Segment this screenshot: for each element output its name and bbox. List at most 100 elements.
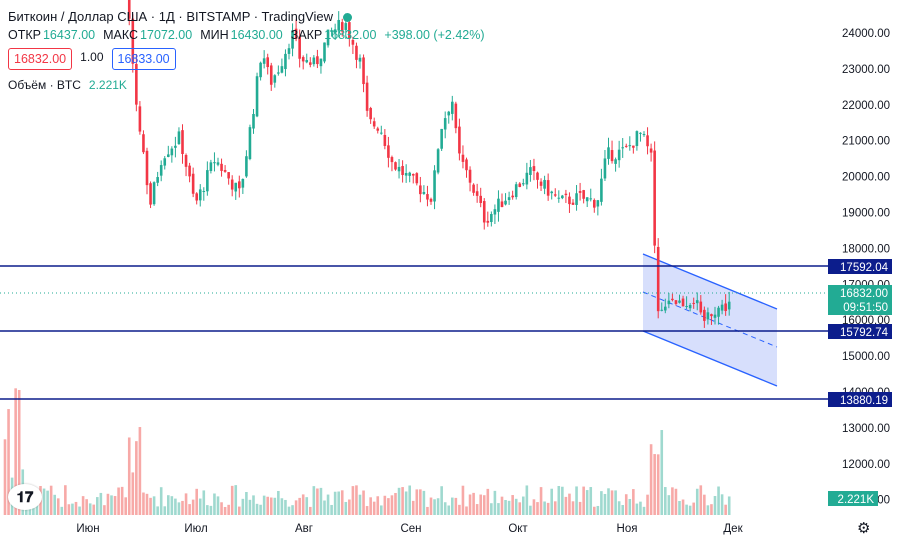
open-label: ОТКР (8, 28, 41, 42)
candle-body (667, 300, 671, 305)
volume-bar (209, 505, 213, 515)
volume-bar (191, 499, 195, 515)
candle-body (174, 145, 177, 148)
candle-body (546, 180, 550, 196)
volume-bar (422, 490, 426, 515)
countdown-label: 09:51:50 (843, 302, 888, 314)
candle-body (390, 157, 394, 163)
candle-body (717, 307, 720, 317)
volume-bar (74, 501, 78, 515)
candle-body (624, 145, 628, 147)
volume-bar (344, 501, 348, 515)
volume-bar (436, 498, 440, 515)
volume-bar (561, 486, 564, 515)
volume-bar (167, 495, 170, 515)
candle-body (692, 302, 695, 304)
candle-body (138, 106, 142, 132)
volume-bar (532, 499, 536, 515)
candle-body (596, 200, 600, 207)
volume-label[interactable]: Объём · BTC (8, 78, 81, 92)
volume-bar (273, 497, 277, 515)
sell-price-button[interactable]: 16832.00 (8, 48, 73, 70)
tradingview-logo-icon[interactable]: 𝟏𝟕 (8, 484, 42, 510)
volume-bar (337, 491, 340, 515)
candle-body (223, 170, 227, 172)
candle-body (206, 170, 209, 192)
volume-bar (216, 496, 220, 515)
candle-body (511, 195, 514, 198)
volume-bar (504, 500, 507, 515)
ohlc-row: ОТКР 16437.00 МАКС 17072.00 МИН 16430.00 ЗА… (8, 26, 485, 44)
candle-body (518, 183, 522, 187)
volume-bar (71, 503, 74, 515)
volume-bar (703, 494, 706, 515)
spread-quantity: 1.00 (80, 50, 104, 64)
candle-body (227, 172, 230, 179)
volume-bar (596, 505, 600, 515)
candle-body (685, 306, 688, 308)
candle-body (443, 118, 447, 130)
candle-body (220, 163, 223, 171)
volume-bar (230, 485, 234, 515)
candle-body (305, 59, 309, 63)
candle-body (142, 134, 145, 153)
volume-bar (312, 486, 316, 515)
volume-bar (99, 492, 103, 515)
candle-body (582, 190, 585, 199)
volume-bar (394, 492, 397, 515)
candle-body (525, 172, 529, 185)
volume-bar (227, 504, 230, 515)
volume-bar (419, 489, 422, 515)
candle-body (415, 173, 419, 184)
volume-bar (408, 485, 411, 515)
candle-body (238, 181, 241, 189)
symbol-title[interactable]: Биткоин / Доллар США · 1Д · BITSTAMP · T… (8, 9, 333, 24)
candle-body (593, 199, 596, 208)
candle-body (273, 75, 277, 83)
volume-bar (234, 485, 238, 515)
volume-price-box (828, 491, 878, 506)
volume-bar (447, 505, 451, 515)
candle-body (348, 22, 351, 39)
candle-body (664, 306, 667, 311)
volume-bar (479, 494, 482, 515)
volume-bar (529, 505, 532, 515)
candle-body (447, 111, 451, 116)
candle-body (159, 165, 163, 176)
candle-body (727, 301, 731, 310)
volume-bar (582, 486, 585, 515)
high-label: МАКС (103, 28, 139, 42)
volume-bar (287, 506, 291, 515)
candle-body (607, 147, 610, 159)
volume-bar (376, 496, 380, 515)
volume-bar (578, 501, 582, 515)
candle-body (557, 197, 561, 199)
candle-body (610, 150, 614, 162)
candle-body (298, 36, 301, 59)
candle-body (475, 191, 479, 196)
volume-bar (369, 497, 372, 515)
volume-bar (3, 439, 7, 515)
volume-bar (706, 505, 710, 515)
buy-price-button[interactable]: 16833.00 (111, 48, 176, 70)
gear-icon[interactable]: ⚙ (857, 520, 871, 537)
volume-bar (585, 490, 589, 515)
volume-bar (614, 490, 617, 515)
volume-bar (319, 487, 323, 515)
volume-bar (305, 497, 309, 515)
volume-bar (710, 504, 713, 515)
candle-body (372, 121, 376, 127)
candle-body (603, 158, 607, 179)
candle-body (241, 179, 245, 188)
time-axis[interactable]: Июн Июл Авг Сен Окт Ноя Дек (76, 523, 743, 535)
candle-body (490, 214, 493, 223)
candle-body (262, 58, 266, 64)
volume-bar (64, 485, 67, 515)
volume-bar (184, 493, 188, 515)
channel-lower-line[interactable] (642, 330, 778, 387)
volume-bar (411, 500, 415, 515)
candle-body (688, 304, 692, 309)
volume-bar (458, 504, 461, 515)
channel-upper-line[interactable] (642, 253, 778, 310)
